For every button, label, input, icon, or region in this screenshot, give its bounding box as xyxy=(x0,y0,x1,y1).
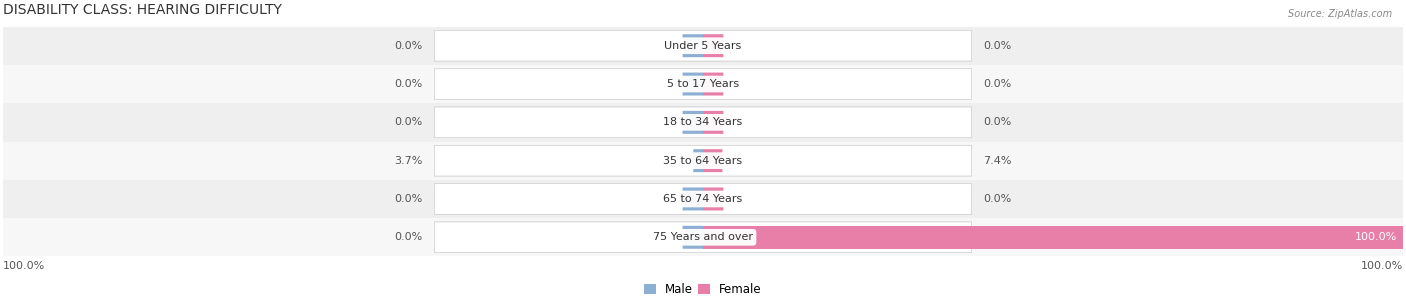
Bar xyxy=(3,218,1403,257)
Text: Source: ZipAtlas.com: Source: ZipAtlas.com xyxy=(1288,9,1392,19)
FancyBboxPatch shape xyxy=(682,226,703,249)
Text: 35 to 64 Years: 35 to 64 Years xyxy=(664,156,742,166)
Text: 0.0%: 0.0% xyxy=(983,79,1011,89)
Bar xyxy=(3,142,1403,180)
Text: 0.0%: 0.0% xyxy=(983,194,1011,204)
Bar xyxy=(703,226,1403,249)
FancyBboxPatch shape xyxy=(703,188,724,210)
Text: 0.0%: 0.0% xyxy=(395,232,423,242)
FancyBboxPatch shape xyxy=(434,222,972,253)
FancyBboxPatch shape xyxy=(682,34,703,57)
FancyBboxPatch shape xyxy=(682,111,703,134)
FancyBboxPatch shape xyxy=(434,184,972,214)
Text: Under 5 Years: Under 5 Years xyxy=(665,41,741,51)
FancyBboxPatch shape xyxy=(434,30,972,61)
FancyBboxPatch shape xyxy=(682,188,703,210)
FancyBboxPatch shape xyxy=(434,69,972,99)
Bar xyxy=(3,65,1403,103)
FancyBboxPatch shape xyxy=(434,222,972,253)
Bar xyxy=(3,65,1403,103)
Bar xyxy=(3,180,1403,218)
Text: 0.0%: 0.0% xyxy=(395,79,423,89)
Text: 0.0%: 0.0% xyxy=(395,117,423,127)
Text: 65 to 74 Years: 65 to 74 Years xyxy=(664,194,742,204)
Text: 100.0%: 100.0% xyxy=(1361,261,1403,271)
Text: 7.4%: 7.4% xyxy=(983,156,1011,166)
FancyBboxPatch shape xyxy=(682,73,703,95)
Text: 100.0%: 100.0% xyxy=(3,261,45,271)
Text: 100.0%: 100.0% xyxy=(1355,232,1398,242)
Text: 0.0%: 0.0% xyxy=(395,194,423,204)
Bar xyxy=(3,103,1403,142)
Text: 0.0%: 0.0% xyxy=(983,117,1011,127)
FancyBboxPatch shape xyxy=(434,69,972,99)
FancyBboxPatch shape xyxy=(434,145,972,176)
FancyBboxPatch shape xyxy=(703,34,724,57)
FancyBboxPatch shape xyxy=(703,111,724,134)
FancyBboxPatch shape xyxy=(434,107,972,138)
FancyBboxPatch shape xyxy=(434,30,972,61)
Bar xyxy=(3,218,1403,257)
Text: 75 Years and over: 75 Years and over xyxy=(652,232,754,242)
Bar xyxy=(3,27,1403,65)
Bar xyxy=(3,142,1403,180)
FancyBboxPatch shape xyxy=(434,184,972,214)
Text: 0.0%: 0.0% xyxy=(983,41,1011,51)
Text: 5 to 17 Years: 5 to 17 Years xyxy=(666,79,740,89)
FancyBboxPatch shape xyxy=(703,149,723,172)
Bar xyxy=(3,103,1403,142)
Text: 18 to 34 Years: 18 to 34 Years xyxy=(664,117,742,127)
Legend: Male, Female: Male, Female xyxy=(640,279,766,301)
Text: 3.7%: 3.7% xyxy=(395,156,423,166)
Text: 0.0%: 0.0% xyxy=(395,41,423,51)
Bar xyxy=(3,180,1403,218)
FancyBboxPatch shape xyxy=(703,73,724,95)
FancyBboxPatch shape xyxy=(434,145,972,176)
FancyBboxPatch shape xyxy=(434,107,972,138)
FancyBboxPatch shape xyxy=(693,149,703,172)
Text: DISABILITY CLASS: HEARING DIFFICULTY: DISABILITY CLASS: HEARING DIFFICULTY xyxy=(3,3,281,17)
Bar xyxy=(3,27,1403,65)
